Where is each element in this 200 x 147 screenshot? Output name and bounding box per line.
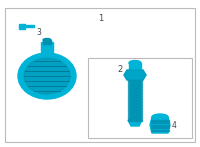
Bar xyxy=(128,116,142,117)
Ellipse shape xyxy=(152,114,168,120)
Bar xyxy=(151,127,169,128)
Bar xyxy=(129,63,141,70)
Text: 1: 1 xyxy=(98,14,104,23)
Polygon shape xyxy=(124,70,146,80)
Bar xyxy=(128,104,142,106)
Bar xyxy=(128,107,142,108)
Bar xyxy=(128,98,142,100)
Bar xyxy=(128,101,142,102)
Polygon shape xyxy=(150,117,170,133)
Polygon shape xyxy=(124,70,146,80)
Bar xyxy=(128,110,142,112)
Ellipse shape xyxy=(43,39,51,41)
Text: 2: 2 xyxy=(117,65,123,74)
Bar xyxy=(25,25,34,27)
Bar xyxy=(128,119,142,121)
Polygon shape xyxy=(128,120,142,126)
Ellipse shape xyxy=(18,53,76,99)
Bar xyxy=(128,83,142,85)
Bar xyxy=(41,42,53,52)
Bar xyxy=(151,125,169,126)
Bar xyxy=(151,122,169,123)
Bar xyxy=(151,130,169,131)
Ellipse shape xyxy=(24,58,70,94)
Bar xyxy=(128,80,142,81)
Bar xyxy=(128,113,142,115)
Bar xyxy=(88,58,192,138)
Bar xyxy=(19,24,25,29)
Text: 4: 4 xyxy=(172,121,177,130)
Bar xyxy=(128,92,142,93)
Bar xyxy=(128,95,142,96)
Ellipse shape xyxy=(129,61,141,66)
Text: 3: 3 xyxy=(36,27,41,36)
Bar xyxy=(43,40,51,44)
Bar xyxy=(151,120,169,121)
Bar xyxy=(128,89,142,91)
Bar xyxy=(128,86,142,87)
Bar xyxy=(130,80,140,120)
